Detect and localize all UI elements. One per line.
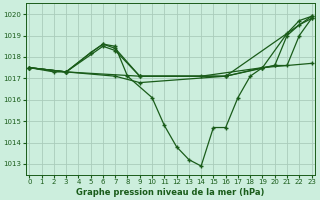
X-axis label: Graphe pression niveau de la mer (hPa): Graphe pression niveau de la mer (hPa) xyxy=(76,188,265,197)
